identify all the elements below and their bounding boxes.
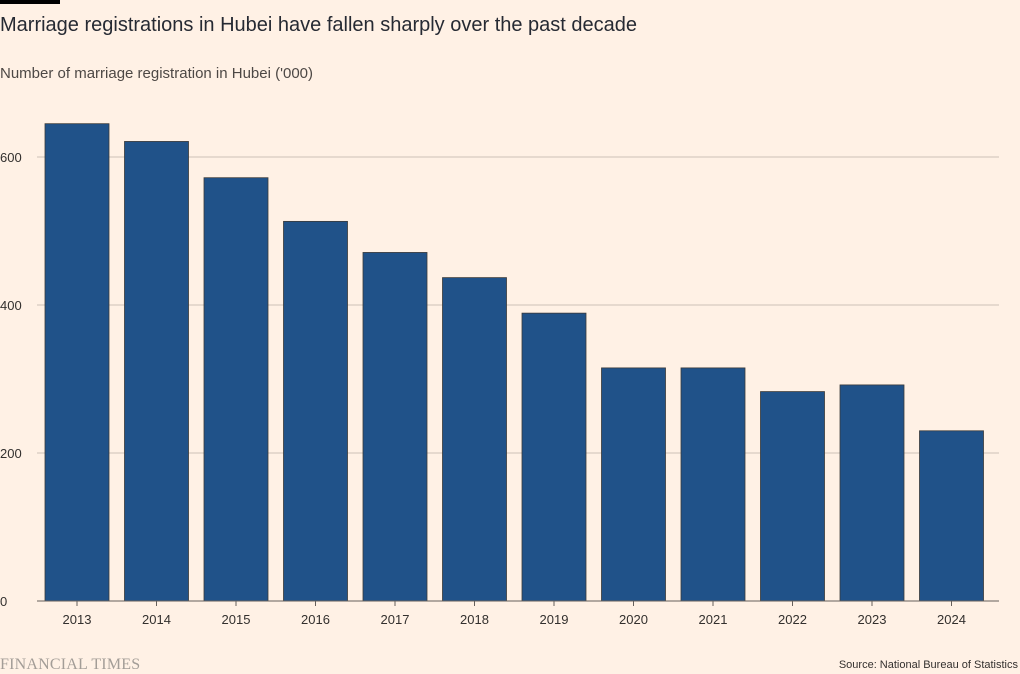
bar-2016 [283,220,348,602]
bar-2018 [442,277,507,602]
chart-subtitle: Number of marriage registration in Hubei… [0,65,314,82]
bar-2017 [362,252,428,602]
source-note: Source: National Bureau of Statistics [838,659,1018,671]
brand-accent-bar [0,0,60,4]
bar-2023 [839,384,905,602]
x-tick-label: 2019 [540,612,569,627]
x-tick-label: 2024 [937,612,966,627]
x-tick-label: 2013 [63,612,92,627]
y-tick-label: 400 [0,298,22,313]
x-tick-label: 2018 [460,612,489,627]
x-tick-label: 2023 [858,612,887,627]
bar-2021 [680,367,746,602]
bar-2014 [124,141,189,602]
y-tick-label: 200 [0,446,22,461]
bar-2020 [601,367,666,602]
bar-2015 [203,177,269,602]
x-tick-label: 2014 [142,612,171,627]
ft-logo-text: FINANCIAL TIMES [0,656,141,673]
x-tick-label: 2021 [699,612,728,627]
y-tick-label: 0 [0,594,7,609]
bar-2019 [521,312,587,602]
x-tick-label: 2022 [778,612,807,627]
x-tick-label: 2017 [381,612,410,627]
bar-2013 [44,123,110,602]
bar-2022 [760,391,825,602]
y-tick-label: 600 [0,150,22,165]
x-tick-label: 2020 [619,612,648,627]
x-tick-label: 2016 [301,612,330,627]
bar-2024 [919,430,984,602]
x-tick-label: 2015 [222,612,251,627]
chart-title: Marriage registrations in Hubei have fal… [0,14,638,36]
